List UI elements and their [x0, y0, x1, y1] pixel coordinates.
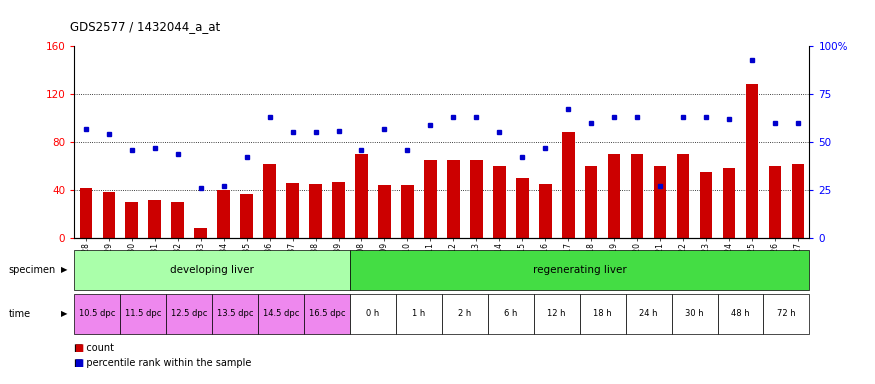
Bar — [718, 294, 763, 334]
Text: developing liver: developing liver — [171, 265, 254, 275]
Text: 12 h: 12 h — [548, 310, 566, 318]
Bar — [580, 294, 626, 334]
Text: 10.5 dpc: 10.5 dpc — [79, 310, 116, 318]
Text: ▶: ▶ — [61, 265, 67, 274]
Text: time: time — [9, 309, 31, 319]
Bar — [378, 185, 391, 238]
Bar — [396, 294, 442, 334]
Text: 18 h: 18 h — [593, 310, 612, 318]
Text: GDS2577 / 1432044_a_at: GDS2577 / 1432044_a_at — [70, 20, 220, 33]
Text: 14.5 dpc: 14.5 dpc — [262, 310, 299, 318]
Text: 24 h: 24 h — [640, 310, 658, 318]
Bar — [149, 200, 161, 238]
Bar — [125, 202, 138, 238]
Bar — [470, 160, 483, 238]
Text: ▶: ▶ — [61, 310, 67, 318]
Text: 72 h: 72 h — [777, 310, 795, 318]
Bar — [654, 166, 667, 238]
Bar — [102, 192, 116, 238]
Text: ■: ■ — [74, 358, 84, 368]
Text: ■: ■ — [74, 343, 84, 353]
Bar — [350, 294, 396, 334]
Bar — [488, 294, 534, 334]
Text: 11.5 dpc: 11.5 dpc — [125, 310, 162, 318]
Bar — [332, 182, 345, 238]
Bar — [309, 184, 322, 238]
Text: regenerating liver: regenerating liver — [533, 265, 626, 275]
Bar — [608, 154, 620, 238]
Bar — [700, 172, 712, 238]
Text: 12.5 dpc: 12.5 dpc — [171, 310, 207, 318]
Bar — [258, 294, 304, 334]
Bar — [447, 160, 459, 238]
Text: specimen: specimen — [9, 265, 56, 275]
Text: 1 h: 1 h — [412, 310, 425, 318]
Bar — [80, 188, 92, 238]
Bar — [763, 294, 809, 334]
Bar — [166, 294, 213, 334]
Bar — [121, 294, 166, 334]
Bar — [304, 294, 350, 334]
Bar — [672, 294, 718, 334]
Bar — [74, 250, 350, 290]
Bar — [584, 166, 598, 238]
Text: 16.5 dpc: 16.5 dpc — [309, 310, 346, 318]
Bar — [355, 154, 367, 238]
Bar — [768, 166, 781, 238]
Bar — [401, 185, 414, 238]
Bar — [631, 154, 643, 238]
Bar — [424, 160, 437, 238]
Bar — [286, 183, 299, 238]
Bar — [516, 178, 528, 238]
Bar — [676, 154, 690, 238]
Bar — [746, 84, 759, 238]
Text: ■ count: ■ count — [74, 343, 115, 353]
Text: 48 h: 48 h — [732, 310, 750, 318]
Bar — [263, 164, 276, 238]
Bar — [217, 190, 230, 238]
Text: 6 h: 6 h — [504, 310, 517, 318]
Bar — [562, 132, 575, 238]
Bar — [626, 294, 672, 334]
Text: 0 h: 0 h — [367, 310, 380, 318]
Bar — [493, 166, 506, 238]
Bar — [213, 294, 258, 334]
Text: 2 h: 2 h — [458, 310, 472, 318]
Text: 30 h: 30 h — [685, 310, 704, 318]
Bar — [792, 164, 804, 238]
Bar — [534, 294, 580, 334]
Bar — [194, 228, 207, 238]
Bar — [350, 250, 809, 290]
Bar — [539, 184, 551, 238]
Bar — [241, 194, 253, 238]
Text: ■ percentile rank within the sample: ■ percentile rank within the sample — [74, 358, 252, 368]
Bar — [723, 169, 735, 238]
Bar — [74, 294, 121, 334]
Text: 13.5 dpc: 13.5 dpc — [217, 310, 254, 318]
Bar — [172, 202, 184, 238]
Bar — [442, 294, 488, 334]
